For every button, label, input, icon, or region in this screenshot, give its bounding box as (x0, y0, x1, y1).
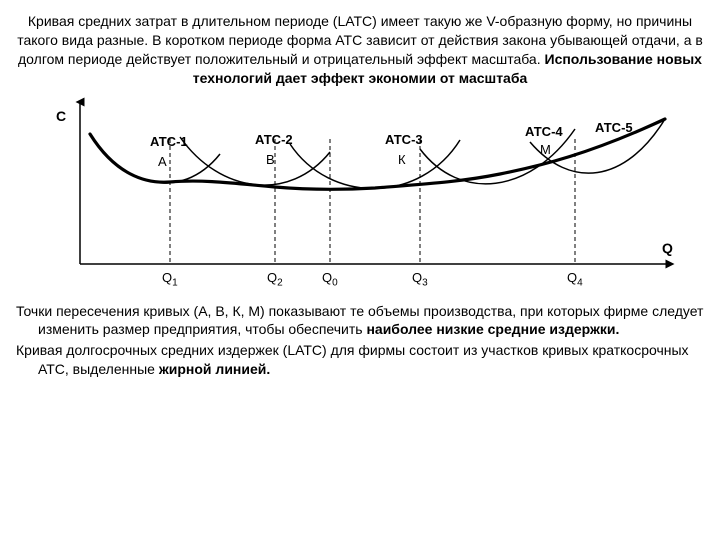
q-tick-0: Q1 (162, 270, 178, 289)
y-axis-label: С (56, 108, 66, 124)
chart-svg (30, 94, 690, 294)
label-atc3: АТС-3 (385, 132, 423, 147)
q-tick-2: Q0 (322, 270, 338, 289)
conclusion-block: Точки пересечения кривых (А, В, К, М) по… (16, 302, 704, 380)
label-atc4: АТС-4 (525, 124, 563, 139)
point-atc3: К (398, 152, 406, 167)
x-axis-label: Q (662, 240, 673, 256)
point-atc1: А (158, 154, 167, 169)
conclusion-p1: Точки пересечения кривых (А, В, К, М) по… (16, 302, 704, 340)
point-atc2: В (266, 152, 275, 167)
conclusion-p2: Кривая долгосрочных средних издержек (LА… (16, 341, 704, 379)
q-tick-3: Q3 (412, 270, 428, 289)
latc-chart: С Q АТС-1 А АТС-2 В АТС-3 К АТС-4 М АТС-5 Q1 Q2 Q0 Q3 Q… (30, 94, 690, 294)
label-atc2: АТС-2 (255, 132, 293, 147)
q-tick-1: Q2 (267, 270, 283, 289)
label-atc1: АТС-1 (150, 134, 188, 149)
label-atc5: АТС-5 (595, 120, 633, 135)
point-atc4: М (540, 142, 551, 157)
intro-paragraph: Кривая средних затрат в длительном перио… (16, 12, 704, 88)
q-tick-4: Q4 (567, 270, 583, 289)
